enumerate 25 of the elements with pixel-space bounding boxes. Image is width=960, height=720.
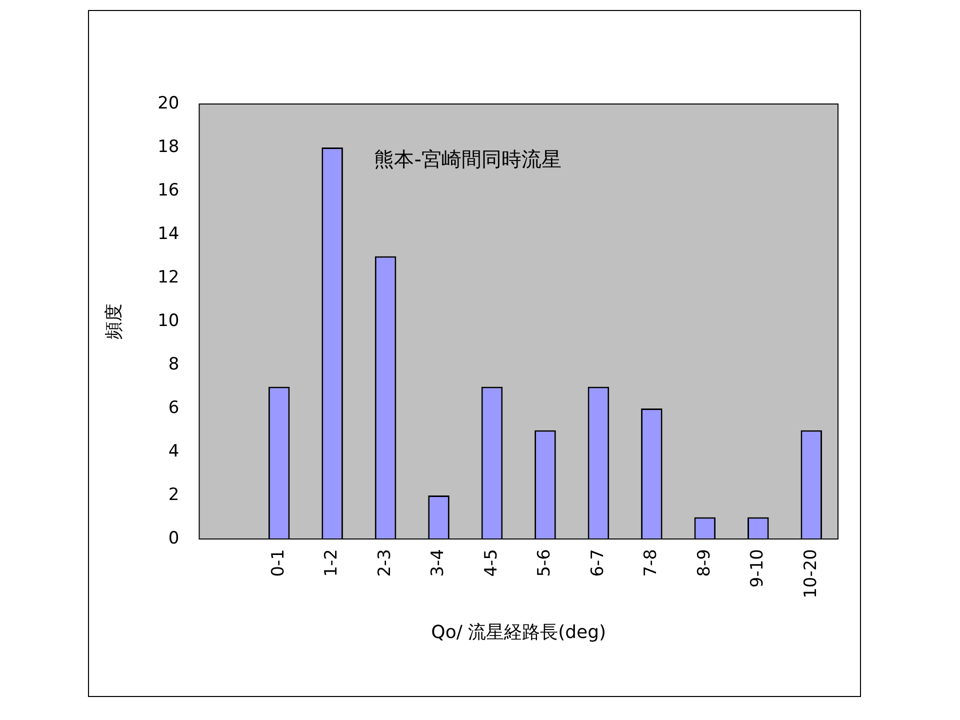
- y-axis-title: 頻度: [103, 304, 124, 340]
- text: 熊本-宮崎間同時流星: [374, 147, 562, 172]
- y-tick-label: 4: [168, 441, 180, 462]
- y-tick-label: 18: [158, 136, 180, 157]
- x-tick-label: 2-3: [374, 549, 395, 577]
- y-tick-label: 16: [158, 180, 180, 200]
- x-axis-title: Qo/ 流星経路長(deg): [431, 622, 606, 643]
- x-tick-label: 4-5: [481, 549, 502, 577]
- y-tick-label: 2: [168, 484, 180, 505]
- y-tick-label: 12: [158, 267, 180, 288]
- x-tick-label: 6-7: [588, 549, 608, 577]
- x-tick-label: 7-8: [641, 549, 662, 577]
- y-tick-label: 0: [168, 528, 180, 548]
- y-tick-label: 6: [168, 398, 180, 418]
- x-tick-label: 5-6: [534, 549, 555, 577]
- x-tick-label: 3-4: [428, 549, 448, 577]
- x-tick-label: 8-9: [694, 549, 714, 577]
- x-tick-label: 10-20: [800, 549, 821, 598]
- x-tick-label: 0-1: [268, 549, 288, 577]
- y-tick-label: 8: [168, 354, 180, 374]
- y-tick-label: 10: [158, 310, 180, 331]
- x-tick-label: 9-10: [748, 549, 768, 588]
- x-tick-label: 1-2: [322, 549, 342, 577]
- y-tick-label: 20: [158, 93, 180, 114]
- y-tick-label: 14: [158, 224, 180, 244]
